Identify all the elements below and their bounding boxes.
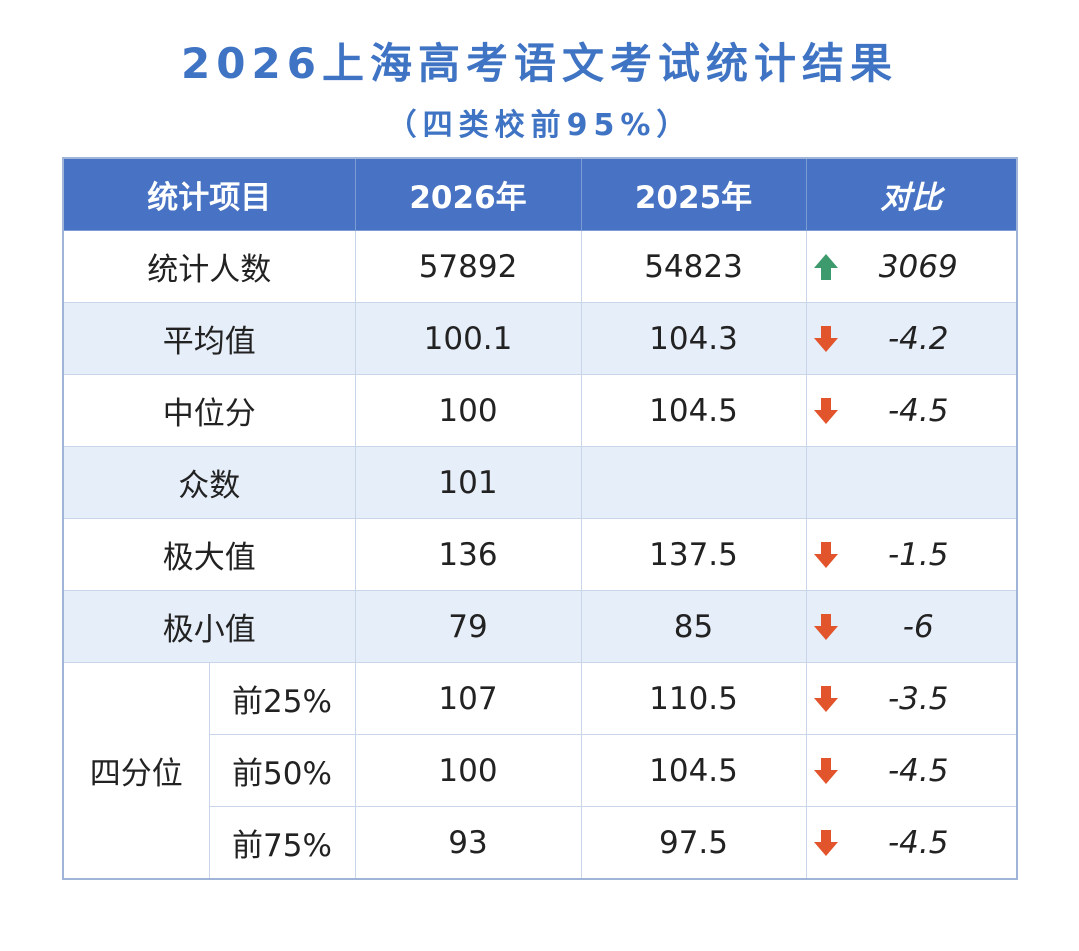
table-row: 四分位 前25% 107 110.5 -3.5 xyxy=(62,662,1018,880)
cell-2025: 104.3 xyxy=(580,302,807,375)
cell-2026: 93 xyxy=(354,806,582,880)
cell-diff: -4.5 xyxy=(805,734,1018,807)
cell-2025: 104.5 xyxy=(580,734,807,807)
down-arrow xyxy=(813,758,838,784)
arrow-shape xyxy=(813,542,838,568)
table-row: 前50% 100 104.5 -4.5 xyxy=(63,734,1018,807)
cell-diff xyxy=(805,446,1018,519)
cell-diff: -4.2 xyxy=(805,302,1018,375)
row-label: 众数 xyxy=(62,446,356,519)
cell-2026: 101 xyxy=(354,446,582,519)
cell-2026: 100 xyxy=(354,734,582,807)
subtitle: （四类校前95%） xyxy=(386,108,693,143)
table-row: 前75% 93 97.5 -4.5 xyxy=(63,806,1018,880)
cell-diff: -6 xyxy=(805,590,1018,663)
group-label: 四分位 xyxy=(62,662,210,880)
cell-2026: 107 xyxy=(354,662,582,735)
row-label: 平均值 xyxy=(62,302,356,375)
arrow-shape xyxy=(813,758,838,784)
arrow-shape xyxy=(813,830,838,856)
table-row: 平均值 100.1 104.3 -4.2 xyxy=(62,302,1018,375)
table-row: 极大值 136 137.5 -1.5 xyxy=(62,518,1018,591)
up-arrow xyxy=(813,254,838,280)
arrow-shape xyxy=(813,326,838,352)
cell-2026: 100 xyxy=(354,374,582,447)
cell-diff: -1.5 xyxy=(805,518,1018,591)
cell-2025: 54823 xyxy=(580,230,807,303)
cell-2025: 104.5 xyxy=(580,374,807,447)
cell-diff: -4.5 xyxy=(805,374,1018,447)
cell-diff: -3.5 xyxy=(805,662,1018,735)
arrow-shape xyxy=(813,686,838,712)
cell-2026: 136 xyxy=(354,518,582,591)
cell-2026: 57892 xyxy=(354,230,582,303)
arrow-shape xyxy=(813,398,838,424)
diff-value: -1.5 xyxy=(888,536,949,573)
cell-2025: 110.5 xyxy=(580,662,807,735)
diff-value: -4.5 xyxy=(888,752,949,789)
diff-value: -3.5 xyxy=(888,680,949,717)
down-arrow xyxy=(813,326,838,352)
diff-value: -4.5 xyxy=(888,824,949,861)
cell-2026: 100.1 xyxy=(354,302,582,375)
cell-2026: 79 xyxy=(354,590,582,663)
header-cell: 2025年 xyxy=(580,157,807,231)
row-label: 极大值 xyxy=(62,518,356,591)
stats-table: 统计项目 2026年 2025年 对比 统计人数 57892 54823 3069 平均… xyxy=(62,157,1018,880)
header-cell: 统计项目 xyxy=(62,157,356,231)
header-cell: 2026年 xyxy=(354,157,582,231)
down-arrow xyxy=(813,686,838,712)
cell-2025: 137.5 xyxy=(580,518,807,591)
title: 2026上海高考语文考试统计结果 xyxy=(181,39,898,88)
diff-value: -4.2 xyxy=(888,320,949,357)
row-label: 前75% xyxy=(208,806,356,880)
down-arrow xyxy=(813,542,838,568)
table-row: 极小值 79 85 -6 xyxy=(62,590,1018,663)
row-label: 前50% xyxy=(208,734,356,807)
header-row: 统计项目 2026年 2025年 对比 xyxy=(62,157,1018,231)
cell-diff: 3069 xyxy=(805,230,1018,303)
row-label: 中位分 xyxy=(62,374,356,447)
down-arrow xyxy=(813,614,838,640)
arrow-shape xyxy=(813,254,838,280)
table-row: 统计人数 57892 54823 3069 xyxy=(62,230,1018,303)
arrow-shape xyxy=(813,614,838,640)
header-cell: 对比 xyxy=(805,157,1018,231)
table-row: 众数 101 xyxy=(62,446,1018,519)
row-label: 极小值 xyxy=(62,590,356,663)
cell-2025 xyxy=(580,446,807,519)
cell-diff: -4.5 xyxy=(805,806,1018,880)
cell-2025: 85 xyxy=(580,590,807,663)
down-arrow xyxy=(813,398,838,424)
row-label: 前25% xyxy=(208,662,356,735)
down-arrow xyxy=(813,830,838,856)
diff-value: -6 xyxy=(902,608,934,645)
row-label: 统计人数 xyxy=(62,230,356,303)
diff-value: -4.5 xyxy=(888,392,949,429)
diff-value: 3069 xyxy=(878,248,958,285)
cell-2025: 97.5 xyxy=(580,806,807,880)
table-row: 中位分 100 104.5 -4.5 xyxy=(62,374,1018,447)
